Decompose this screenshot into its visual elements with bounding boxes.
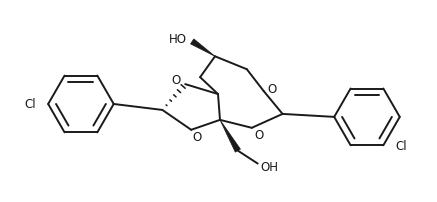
Text: O: O [267,82,276,95]
Polygon shape [220,120,240,152]
Polygon shape [191,40,215,57]
Text: O: O [193,131,202,144]
Text: O: O [172,73,181,86]
Text: OH: OH [260,160,279,173]
Text: HO: HO [169,33,187,46]
Text: O: O [254,129,264,142]
Text: Cl: Cl [395,139,407,152]
Text: Cl: Cl [24,98,36,111]
